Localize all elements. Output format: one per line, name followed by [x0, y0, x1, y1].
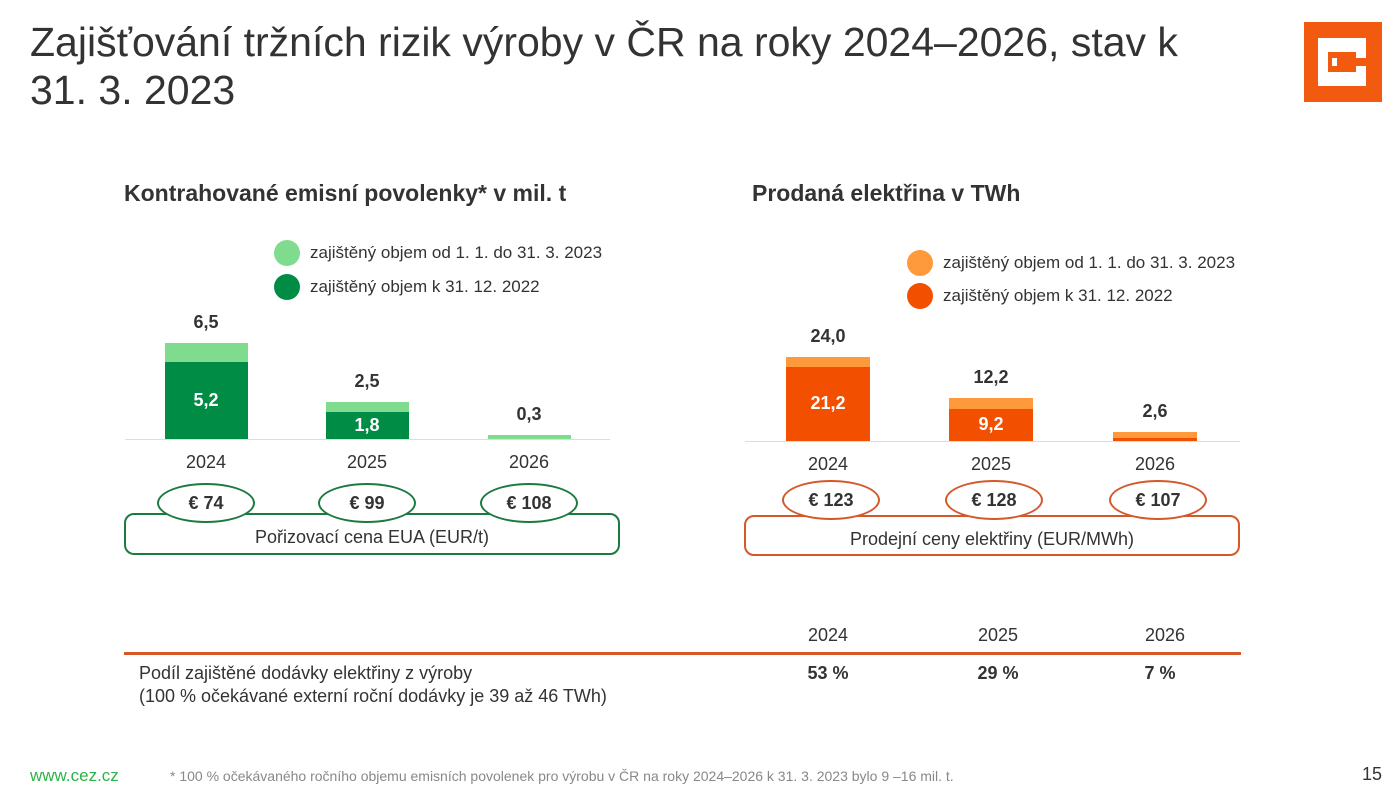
price-ellipse: € 74: [157, 483, 255, 523]
price-ellipse: € 107: [1109, 480, 1207, 520]
legend-swatch: [907, 283, 933, 309]
bar-2024-series-0: [786, 366, 870, 441]
share-2026: 7 %: [1144, 663, 1176, 683]
page-number: 15: [1362, 764, 1383, 784]
row-note: (100 % očekávané externí roční dodávky j…: [139, 686, 607, 706]
price-ellipse: € 128: [945, 480, 1043, 520]
year-label: 2025: [970, 454, 1012, 474]
price-caption-box: Prodejní ceny elektřiny (EUR/MWh): [744, 515, 1240, 556]
bar-total-label: 2,5: [354, 371, 380, 391]
legend-item: zajištěný objem od 1. 1. do 31. 3. 2023: [907, 250, 1235, 276]
table-divider: [124, 652, 1241, 655]
website-link[interactable]: www.cez.cz: [30, 766, 119, 785]
price-ellipse: € 99: [318, 483, 416, 523]
year-label: 2026: [508, 452, 550, 472]
bar-2026-series-1: [487, 434, 571, 439]
bar-inner-label: 5,2: [193, 389, 219, 410]
bar-total-label: 6,5: [193, 311, 219, 332]
legend-item: zajištěný objem od 1. 1. do 31. 3. 2023: [274, 240, 602, 266]
bar-total-label: 2,6: [1142, 400, 1168, 421]
legend-label: zajištěný objem k 31. 12. 2022: [310, 277, 540, 296]
bar-inner-label: 9,2: [978, 413, 1004, 434]
bar-2024-series-0: [164, 362, 248, 439]
share-2025: 29 %: [977, 663, 1019, 683]
year-label: 2025: [346, 452, 388, 472]
page-title: Zajišťování tržních rizik výroby v ČR na…: [30, 19, 1178, 113]
bar-2025-series-1: [949, 398, 1033, 409]
bar-total-label: 24,0: [810, 326, 846, 346]
legend-swatch: [274, 240, 300, 266]
bar-2026-series-1: [1113, 431, 1197, 439]
legend-label: zajištěný objem od 1. 1. do 31. 3. 2023: [310, 243, 603, 262]
legend-swatch: [907, 250, 933, 276]
chart-title: Kontrahované emisní povolenky* v mil. t: [124, 180, 567, 206]
table-year-2026: 2026: [1144, 625, 1186, 645]
bar-inner-label: 21,2: [810, 392, 846, 413]
bar-inner-label: 1,8: [354, 414, 380, 435]
year-label: 2024: [807, 454, 849, 474]
price-ellipse: € 108: [480, 483, 578, 523]
baseline: [125, 439, 610, 440]
legend-label: zajištěný objem od 1. 1. do 31. 3. 2023: [943, 253, 1236, 272]
baseline: [745, 441, 1240, 442]
legend-item: zajištěný objem k 31. 12. 2022: [907, 283, 1173, 309]
bar-2025-series-1: [325, 402, 409, 413]
bar-2024-series-1: [786, 357, 870, 367]
chart-title: Prodaná elektřina v TWh: [752, 180, 1021, 206]
price-ellipse: € 123: [782, 480, 880, 520]
year-label: 2026: [1134, 454, 1176, 474]
cez-logo: [1304, 22, 1382, 102]
year-label: 2024: [185, 452, 227, 472]
footnote: * 100 % očekávaného ročního objemu emisn…: [170, 768, 954, 784]
table-year-2025: 2025: [977, 625, 1019, 645]
legend-label: zajištěný objem k 31. 12. 2022: [943, 286, 1173, 305]
bar-2024-series-1: [164, 342, 248, 363]
bar-2026-series-0: [1113, 438, 1197, 441]
row-label: Podíl zajištěné dodávky elektřiny z výro…: [139, 663, 473, 683]
bar-2025-series-0: [949, 408, 1033, 441]
share-2024: 53 %: [807, 663, 849, 683]
legend-item: zajištěný objem k 31. 12. 2022: [274, 274, 540, 300]
bar-total-label: 0,3: [516, 403, 542, 424]
bar-total-label: 12,2: [973, 367, 1009, 388]
bar-2025-series-0: [325, 412, 409, 439]
table-year-2024: 2024: [807, 625, 849, 645]
legend-swatch: [274, 274, 300, 300]
